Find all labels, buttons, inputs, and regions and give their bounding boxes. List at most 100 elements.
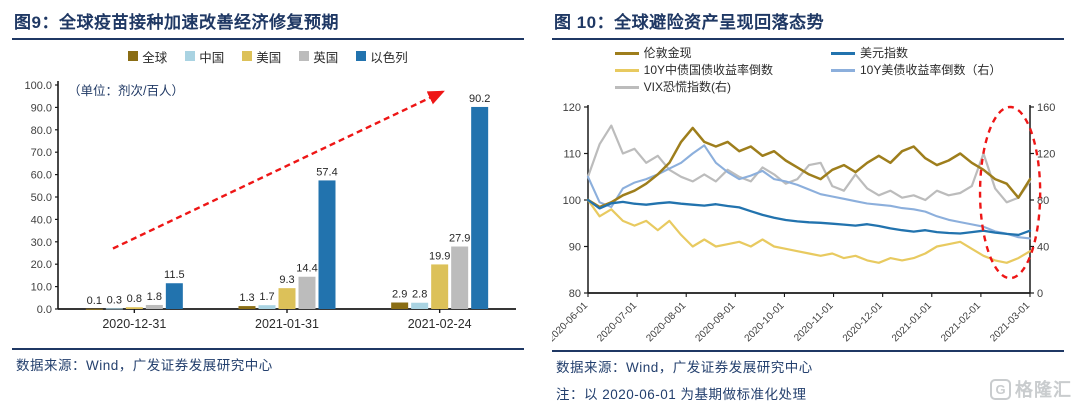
svg-text:30.0: 30.0 (31, 237, 52, 249)
figure-9-legend-item-1: 中国 (185, 47, 224, 66)
legend-line-icon (831, 68, 855, 72)
legend-line-icon (831, 51, 855, 55)
figure-10-legend-item-4: 10Y美债收益率倒数（右） (831, 62, 1001, 78)
legend-label: 全球 (142, 50, 168, 65)
legend-label: VIX恐慌指数(右) (643, 80, 731, 94)
legend-label: 伦敦金现 (643, 46, 692, 60)
legend-square-icon (242, 51, 253, 61)
legend-label: 美元指数 (860, 46, 909, 60)
legend-square-icon (185, 51, 196, 61)
svg-text:2021-03-01: 2021-03-01 (988, 300, 1032, 343)
figure-10-legend-item-2: VIX恐慌指数(右) (614, 79, 773, 95)
svg-text:1.3: 1.3 (239, 292, 254, 304)
svg-text:2020-09-01: 2020-09-01 (694, 300, 738, 343)
legend-square-icon (356, 51, 367, 61)
svg-text:90: 90 (569, 242, 581, 254)
svg-text:80: 80 (569, 288, 581, 300)
svg-text:0.3: 0.3 (107, 294, 122, 306)
figure-9-source-rule (12, 348, 524, 350)
figure-9-legend-item-2: 美国 (242, 47, 281, 66)
figure-9-title-rule (12, 38, 524, 40)
svg-text:100: 100 (563, 195, 581, 207)
svg-text:40.0: 40.0 (31, 214, 52, 226)
legend-square-icon (299, 51, 310, 61)
legend-label: 10Y美债收益率倒数（右） (860, 63, 1002, 77)
legend-square-icon (128, 51, 139, 61)
figure-9-legend: 全球 中国 美国 英国 以色列 (12, 45, 524, 67)
svg-text:160: 160 (1037, 102, 1055, 114)
svg-text:0.0: 0.0 (37, 304, 52, 316)
svg-text:2020-06-01: 2020-06-01 (552, 300, 590, 343)
svg-text:1.8: 1.8 (147, 291, 162, 303)
svg-text:90.2: 90.2 (469, 93, 490, 105)
figure-9-panel: 图9：全球疫苗接种加速改善经济修复预期 全球 中国 美国 英国 以色列 0.0 10.0 2… (12, 13, 524, 373)
svg-text:2021-01-01: 2021-01-01 (890, 300, 934, 343)
svg-text:2020-12-31: 2020-12-31 (102, 317, 166, 331)
figure-9-legend-item-4: 以色列 (356, 47, 408, 66)
svg-text:20.0: 20.0 (31, 259, 52, 271)
figure-10-source: 数据来源：Wind，广发证券发展研究中心 (556, 360, 813, 375)
svg-text:100.0: 100.0 (24, 80, 52, 92)
legend-line-icon (614, 68, 639, 72)
legend-label: 英国 (313, 50, 339, 65)
svg-text:2021-01-31: 2021-01-31 (255, 317, 319, 331)
figure-9-legend-item-3: 英国 (299, 47, 338, 66)
figure-10-title: 图 10：全球避险资产呈现回落态势 (554, 13, 825, 32)
svg-text:2.8: 2.8 (412, 289, 427, 301)
gelonghui-logo-icon: G (990, 378, 1011, 400)
legend-line-icon (614, 85, 639, 89)
figure-10-panel: 图 10：全球避险资产呈现回落态势 伦敦金现 10Y中债国债收益率倒数 VIX恐慌指… (540, 0, 1080, 406)
svg-text:120: 120 (1037, 149, 1055, 161)
svg-text:0.1: 0.1 (87, 295, 102, 307)
svg-text:2021-02-24: 2021-02-24 (408, 317, 472, 331)
svg-text:90.0: 90.0 (31, 102, 52, 114)
svg-text:40: 40 (1037, 242, 1049, 254)
figure-9-title: 图9：全球疫苗接种加速改善经济修复预期 (14, 13, 339, 32)
svg-text:2020-11-01: 2020-11-01 (792, 300, 836, 343)
svg-text:0.8: 0.8 (127, 293, 142, 305)
figure-9-legend-item-0: 全球 (128, 47, 167, 66)
figure-10-title-rule (552, 38, 1064, 40)
figure-10-legend-column-0: 伦敦金现 10Y中债国债收益率倒数 VIX恐慌指数(右) (614, 45, 773, 97)
svg-text:2.9: 2.9 (392, 289, 407, 301)
svg-text:120: 120 (563, 102, 581, 114)
svg-text:2020-07-01: 2020-07-01 (595, 300, 639, 343)
svg-text:（单位：剂次/百人）: （单位：剂次/百人） (68, 83, 184, 98)
legend-label: 以色列 (370, 50, 408, 65)
vaccination-bar-chart: 0.0 10.0 20.0 30.0 40.0 50.0 60.0 70.0 80.0 90.0 1… (24, 80, 516, 331)
svg-text:60.0: 60.0 (31, 170, 52, 182)
svg-text:10.0: 10.0 (31, 282, 52, 294)
svg-text:70.0: 70.0 (31, 147, 52, 159)
svg-text:110: 110 (563, 149, 581, 161)
svg-text:2021-02-01: 2021-02-01 (939, 300, 983, 343)
svg-text:0: 0 (1037, 288, 1043, 300)
svg-text:9.3: 9.3 (279, 274, 294, 286)
svg-text:2020-12-01: 2020-12-01 (841, 300, 885, 343)
svg-text:2020-08-01: 2020-08-01 (644, 300, 688, 343)
figure-10-legend-item-3: 美元指数 (831, 45, 1001, 61)
legend-label: 中国 (199, 50, 225, 65)
figure-10-legend-item-0: 伦敦金现 (614, 45, 773, 61)
svg-text:11.5: 11.5 (164, 269, 185, 281)
gelonghui-logo: G 格隆汇 (990, 376, 1072, 402)
legend-label: 美国 (256, 50, 282, 65)
figure-10-note: 注：以 2020-06-01 为基期做标准化处理 (556, 387, 807, 402)
svg-text:50.0: 50.0 (31, 192, 52, 204)
figure-10-legend: 伦敦金现 10Y中债国债收益率倒数 VIX恐慌指数(右) 美元指数 10Y美债收益率倒数… (552, 45, 1064, 97)
figure-10-legend-column-1: 美元指数 10Y美债收益率倒数（右） (831, 45, 1001, 97)
svg-text:19.9: 19.9 (429, 250, 450, 262)
legend-line-icon (614, 51, 639, 55)
svg-text:80.0: 80.0 (31, 125, 52, 137)
gelonghui-logo-text: 格隆汇 (1015, 380, 1072, 400)
figure-10-source-rule (552, 350, 1064, 352)
svg-text:1.7: 1.7 (259, 291, 274, 303)
svg-text:2020-10-01: 2020-10-01 (743, 300, 787, 343)
legend-label: 10Y中债国债收益率倒数 (643, 63, 773, 77)
svg-text:14.4: 14.4 (296, 263, 317, 275)
svg-text:57.4: 57.4 (316, 166, 337, 178)
figure-10-legend-item-1: 10Y中债国债收益率倒数 (614, 62, 773, 78)
svg-text:27.9: 27.9 (449, 233, 470, 245)
figure-9-source: 数据来源：Wind，广发证券发展研究中心 (16, 358, 273, 373)
